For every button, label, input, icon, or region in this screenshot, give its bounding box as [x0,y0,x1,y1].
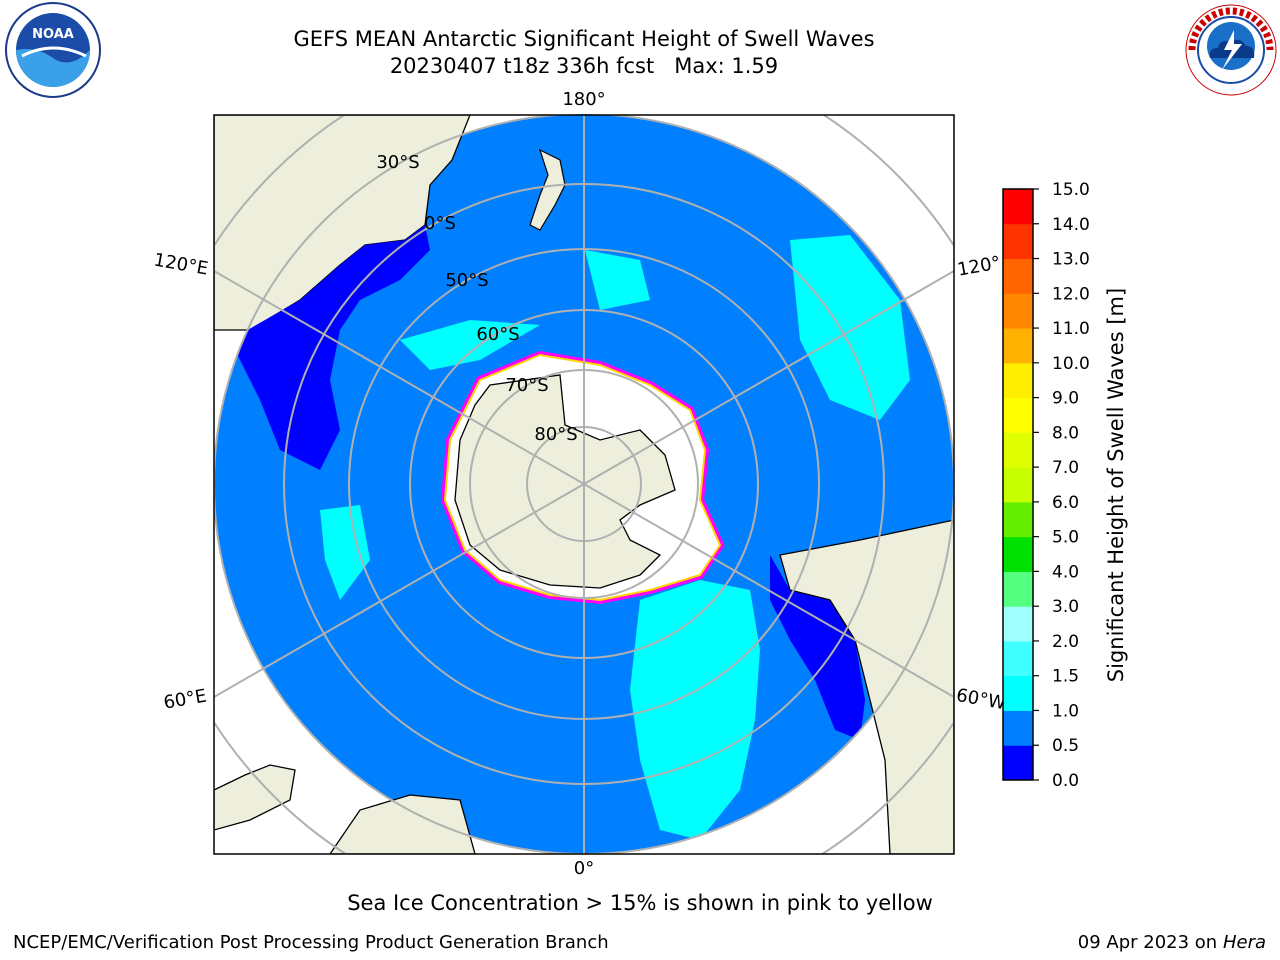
lat-label-70s: 70°S [505,375,548,396]
colorbar-tick-label: 3.0 [1052,597,1079,617]
lat-label-50s: 50°S [445,270,488,291]
lat-label-80s: 80°S [534,424,577,445]
noaa-logo-text: NOAA [32,27,74,42]
noaa-logo: NOAA [5,2,101,98]
colorbar-frame [1002,188,1034,781]
colorbar-segment [1003,223,1033,260]
colorbar-tick-label: 15.0 [1052,180,1090,200]
colorbar-segment [1003,189,1033,225]
colorbar-tick-label: 7.0 [1052,458,1079,478]
colorbar-tick-label: 10.0 [1052,354,1090,374]
colorbar-segment [1003,258,1033,294]
lon-label-180: 180° [562,89,605,110]
colorbar-segment [1003,328,1033,364]
credit-host: Hera [1222,932,1266,953]
colorbar-segment [1003,397,1033,433]
credit-date-text: 09 Apr 2023 on [1077,932,1218,953]
latitude-labels: 30°S 0°S 50°S 60°S 70°S 80°S [376,152,577,445]
lon-label-60w: 60°W [955,685,1008,714]
swell-patch-new-zealand-south [585,250,650,310]
antarctica-landmass [454,374,676,589]
swell-patch-south-pacific [790,235,910,420]
colorbar-tick-label: 2.0 [1052,632,1079,652]
colorbar-segment [1003,571,1033,607]
colorbar-tick-label: 0.5 [1052,736,1079,756]
graticule [214,115,954,854]
colorbar-segment [1003,675,1033,711]
colorbar-tick-label: 5.0 [1052,528,1079,548]
colorbar-segment [1003,293,1033,329]
colorbar-tick-label: 0.0 [1052,771,1079,791]
map-frame [213,114,955,855]
colorbar-tick-label: 12.0 [1052,284,1090,304]
low-swell-region-indian [230,225,430,470]
lon-label-120w: 120° [956,252,1002,280]
low-swell-region-atlantic [770,555,865,740]
chart-title-line-2: 20230407 t18z 336h fcst Max: 1.59 [389,54,779,78]
lat-label-40s: 0°S [424,213,456,234]
colorbar-segment [1003,501,1033,538]
colorbar-tick-label: 8.0 [1052,423,1079,443]
new-zealand-landmass [529,148,566,231]
lat-label-60s: 60°S [476,324,519,345]
colorbar-segment [1003,606,1033,642]
colorbar-tick-label: 13.0 [1052,250,1090,270]
colorbar-tick-label: 6.0 [1052,493,1079,513]
colorbar-label: Significant Height of Swell Waves [m] [1104,288,1128,682]
colorbar-segment [1003,710,1033,746]
nws-logo [1184,3,1278,97]
colorbar-tick-label: 1.0 [1052,701,1079,721]
colorbar-tick-label: 4.0 [1052,562,1079,582]
sea-ice-footnote: Sea Ice Concentration > 15% is shown in … [347,891,933,915]
colorbar-segment [1003,536,1033,572]
colorbar-segment [1003,362,1033,399]
colorbar-tick-label: 14.0 [1052,215,1090,235]
swell-patch-south-atlantic [630,580,760,840]
colorbar-tick-label: 1.5 [1052,667,1079,687]
swell-patch-indian-south [320,505,370,600]
colorbar-tick-label: 9.0 [1052,389,1079,409]
lat-label-30s: 30°S [376,152,419,173]
swell-patch-near-ice [400,320,540,370]
credit-date: 09 Apr 2023 on Hera [1078,932,1266,953]
lon-label-120e: 120°E [152,249,210,279]
colorbar-segment [1003,640,1033,677]
lon-label-60e: 60°E [162,685,208,713]
colorbar-segment [1003,745,1033,781]
credit-branch: NCEP/EMC/Verification Post Processing Pr… [13,932,609,953]
colorbar-segment [1003,432,1033,468]
lon-label-0: 0° [574,858,594,879]
colorbar-tick-label: 11.0 [1052,319,1090,339]
chart-title-line-1: GEFS MEAN Antarctic Significant Height o… [293,27,875,51]
colorbar-segment [1003,467,1033,503]
colorbar: 15.0 14.0 13.0 12.0 11.0 10.0 9.0 8.0 7.0 6.0 5.0 4… [1002,180,1090,791]
